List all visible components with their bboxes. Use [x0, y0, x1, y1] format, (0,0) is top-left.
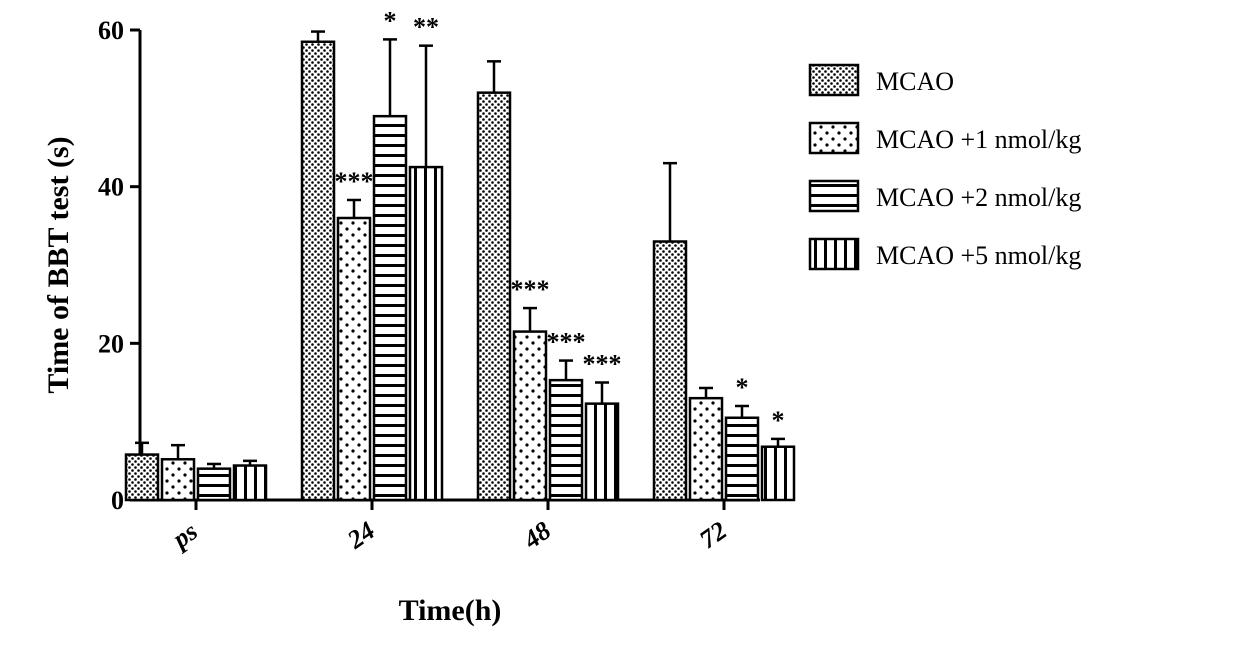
significance-mark: * [772, 406, 785, 435]
bar [126, 455, 158, 500]
legend-swatch [810, 181, 858, 211]
significance-mark: *** [335, 167, 374, 196]
bar [302, 42, 334, 500]
x-ticks: ps 24 48 72 [166, 500, 732, 555]
significance-mark: *** [583, 350, 622, 379]
x-tick-label: 24 [341, 516, 380, 555]
bar [162, 459, 194, 500]
significance-mark: ** [413, 13, 439, 42]
chart-svg: 0204060 ***************** ps244872 MCAOM… [20, 10, 1220, 645]
bar [410, 167, 442, 500]
bbt-chart: 0204060 ***************** ps244872 MCAOM… [20, 10, 1220, 645]
x-tick-label: 72 [694, 516, 732, 555]
significance-mark: *** [511, 275, 550, 304]
legend-label: MCAO [876, 67, 954, 96]
legend-label: MCAO +5 nmol/kg [876, 241, 1081, 270]
bar [478, 93, 510, 500]
bar [338, 218, 370, 500]
y-tick-label: 0 [111, 486, 124, 515]
bar [514, 332, 546, 500]
bar [654, 242, 686, 501]
legend-swatch [810, 123, 858, 153]
legend-label: MCAO +1 nmol/kg [876, 125, 1081, 154]
y-tick-label: 40 [98, 173, 124, 202]
x-tick-label: 48 [517, 516, 556, 555]
bar [550, 380, 582, 500]
bar [374, 116, 406, 500]
bar [234, 466, 266, 500]
significance-mark: *** [547, 328, 586, 357]
legend-swatch [810, 65, 858, 95]
bar [198, 469, 230, 500]
y-axis-label: Time of BBT test (s) [42, 136, 75, 393]
bar [690, 398, 722, 500]
legend-label: MCAO +2 nmol/kg [876, 183, 1081, 212]
x-tick-label: ps [166, 517, 203, 555]
legend-swatch [810, 239, 858, 269]
bars [126, 42, 794, 500]
bar [726, 418, 758, 500]
bar [762, 447, 794, 500]
error-bars [135, 32, 785, 469]
legend: MCAO MCAO +1 nmol/kg MCAO +2 nmol/kg MCAO +… [810, 65, 1081, 270]
x-axis-label: Time(h) [399, 594, 502, 627]
significance-mark: * [736, 373, 749, 402]
significance-mark: * [384, 10, 397, 35]
y-tick-label: 20 [98, 329, 124, 358]
bar [586, 404, 618, 500]
y-tick-label: 60 [98, 16, 124, 45]
